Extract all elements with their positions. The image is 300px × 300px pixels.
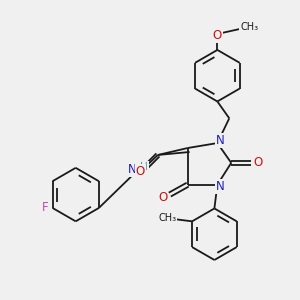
Text: N: N (216, 134, 225, 147)
Text: O: O (136, 165, 145, 178)
Text: O: O (254, 156, 262, 170)
Text: CH₃: CH₃ (240, 22, 258, 32)
Text: F: F (42, 202, 49, 214)
Text: O: O (158, 191, 167, 204)
Text: N: N (216, 180, 225, 193)
Text: N: N (128, 163, 137, 176)
Text: O: O (213, 28, 222, 42)
Text: H: H (140, 162, 148, 172)
Text: CH₃: CH₃ (158, 213, 176, 224)
